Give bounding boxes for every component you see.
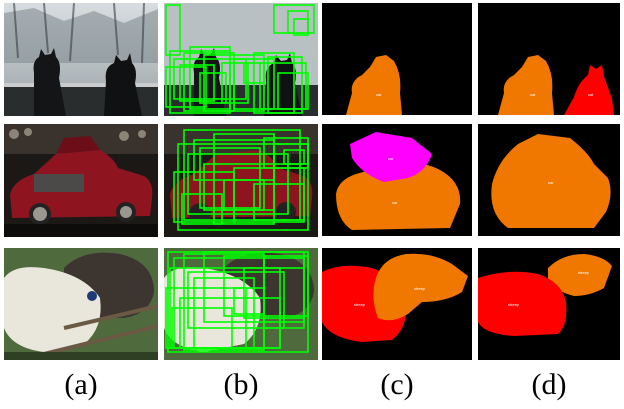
segmentation-d-sheep: sheep sheep <box>478 248 620 360</box>
proposals-cats <box>164 3 318 116</box>
mask-label: car <box>388 156 394 161</box>
mask-label: car <box>548 180 554 185</box>
proposals-car <box>164 124 318 237</box>
mask-label: sheep <box>508 302 520 307</box>
mask-label: cat <box>588 92 594 97</box>
photo-car <box>4 124 158 237</box>
segmentation-d-cats: cat cat <box>478 3 620 115</box>
segmentation-c-cats: cat <box>322 3 472 115</box>
mask-label: car <box>392 200 398 205</box>
column-label-a: (a) <box>31 368 131 402</box>
proposals-sheep <box>164 248 318 360</box>
photo-sheep <box>4 248 158 360</box>
mask-label: cat <box>530 92 536 97</box>
segmentation-c-sheep: sheep sheep <box>322 248 472 360</box>
mask-label: sheep <box>414 286 426 291</box>
mask-label: sheep <box>578 270 590 275</box>
segmentation-d-car: car <box>478 124 620 236</box>
segmentation-c-car: car car <box>322 124 472 236</box>
mask-label: sheep <box>354 302 366 307</box>
column-label-b: (b) <box>191 368 291 402</box>
photo-cats <box>4 3 158 116</box>
mask-label: cat <box>376 92 382 97</box>
column-label-c: (c) <box>347 368 447 402</box>
column-label-d: (d) <box>499 368 599 402</box>
